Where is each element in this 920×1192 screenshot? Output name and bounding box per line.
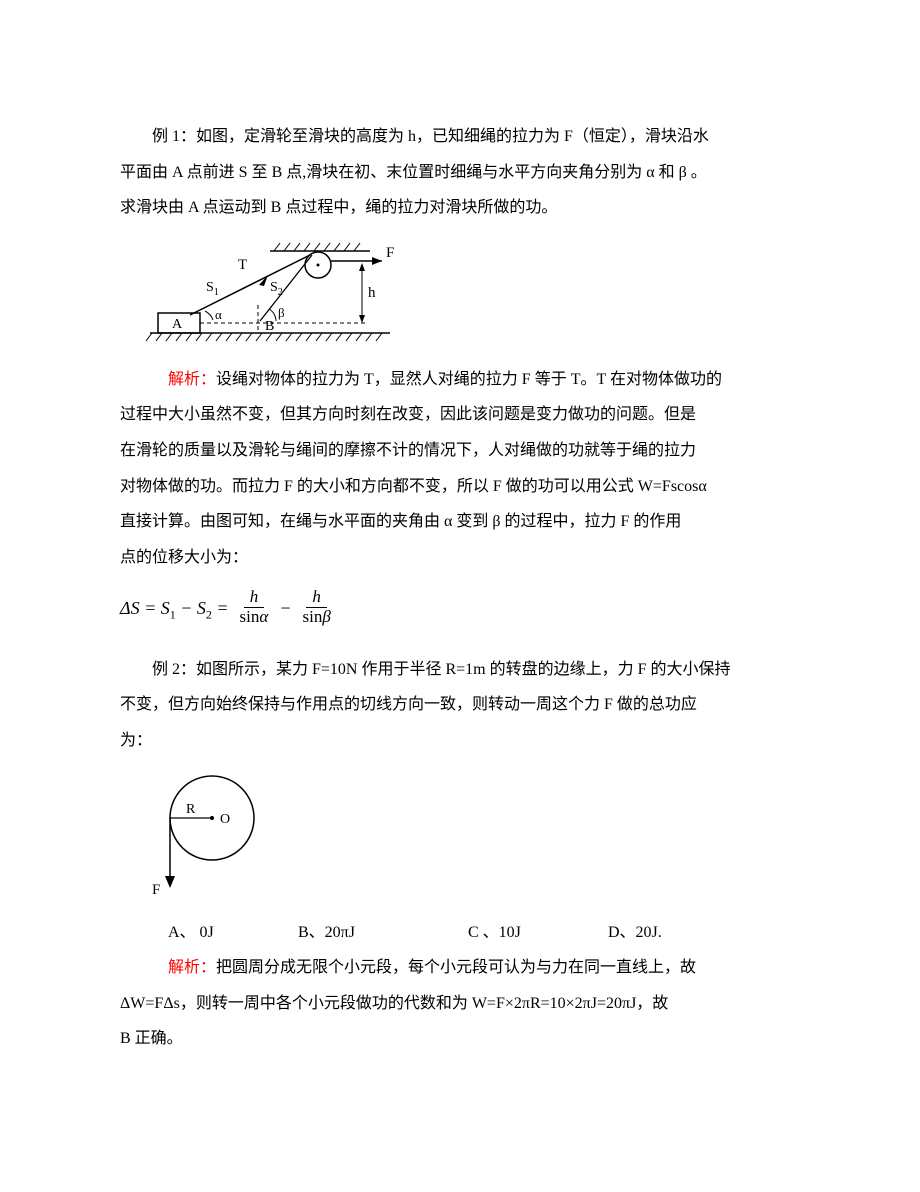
opt-B: B、20πJ (298, 916, 468, 950)
fig1-label-S1: S1 (206, 280, 219, 298)
ex2-problem-line1: 例 2：如图所示，某力 F=10N 作用于半径 R=1m 的转盘的边缘上，力 F… (120, 653, 810, 687)
fig1-label-alpha: α (215, 307, 222, 322)
fig1-label-beta: β (278, 305, 285, 320)
ex1-analysis-line3: 在滑轮的质量以及滑轮与绳间的摩擦不计的情况下，人对绳做的功就等于绳的拉力 (120, 434, 810, 468)
ex2-options: A、 0J B、20πJ C 、10J D、20J. (120, 916, 810, 950)
ex1-analysis-line4: 对物体做的功。而拉力 F 的大小和方向都不变，所以 F 做的功可以用公式 W=F… (120, 470, 810, 504)
fig1-label-B: B (265, 319, 274, 334)
fig2-label-R: R (186, 802, 196, 817)
fig1-label-h: h (368, 285, 376, 301)
ex1-formula: ΔS = S1 − S2 = h sinα − h sinβ (120, 588, 810, 628)
fig2-label-F: F (152, 882, 160, 898)
fig1-label-T: T (238, 257, 247, 273)
ex1-figure: A B F h T S1 S2 α β (140, 233, 810, 353)
fig1-label-A: A (172, 317, 183, 332)
fig1-label-F: F (386, 245, 394, 261)
ex1-analysis-line1: 解析：设绳对物体的拉力为 T，显然人对绳的拉力 F 等于 T。T 在对物体做功的 (120, 363, 810, 397)
ex1-problem-line2: 平面由 A 点前进 S 至 B 点,滑块在初、末位置时细绳与水平方向夹角分别为 … (120, 156, 810, 190)
fig1-label-S2: S2 (270, 280, 283, 298)
ex2-problem-line3: 为： (120, 724, 810, 758)
opt-A: A、 0J (168, 916, 298, 950)
ex2-analysis-line2: ΔW=FΔs，则转一周中各个小元段做功的代数和为 W=F×2πR=10×2πJ=… (120, 987, 810, 1021)
ex1-analysis-line5: 直接计算。由图可知，在绳与水平面的夹角由 α 变到 β 的过程中，拉力 F 的作… (120, 505, 810, 539)
ex2-analysis-line3: B 正确。 (120, 1022, 810, 1056)
opt-C: C 、10J (468, 916, 608, 950)
ex2-analysis-line1: 解析：把圆周分成无限个小元段，每个小元段可认为与力在同一直线上，故 (120, 951, 810, 985)
opt-D: D、20J. (608, 916, 662, 950)
analysis-label-2: 解析： (168, 959, 216, 976)
ex2-figure: R O F (140, 766, 810, 906)
ex2-problem-line2: 不变，但方向始终保持与作用点的切线方向一致，则转动一周这个力 F 做的总功应 (120, 688, 810, 722)
ex1-problem-line3: 求滑块由 A 点运动到 B 点过程中，绳的拉力对滑块所做的功。 (120, 191, 810, 225)
ex1-analysis-line2: 过程中大小虽然不变，但其方向时刻在改变，因此该问题是变力做功的问题。但是 (120, 398, 810, 432)
analysis-label: 解析： (168, 371, 216, 388)
ex1-analysis-line6: 点的位移大小为： (120, 541, 810, 575)
ex1-problem-line1: 例 1：如图，定滑轮至滑块的高度为 h，已知细绳的拉力为 F（恒定），滑块沿水 (120, 120, 810, 154)
fig2-label-O: O (220, 812, 230, 827)
